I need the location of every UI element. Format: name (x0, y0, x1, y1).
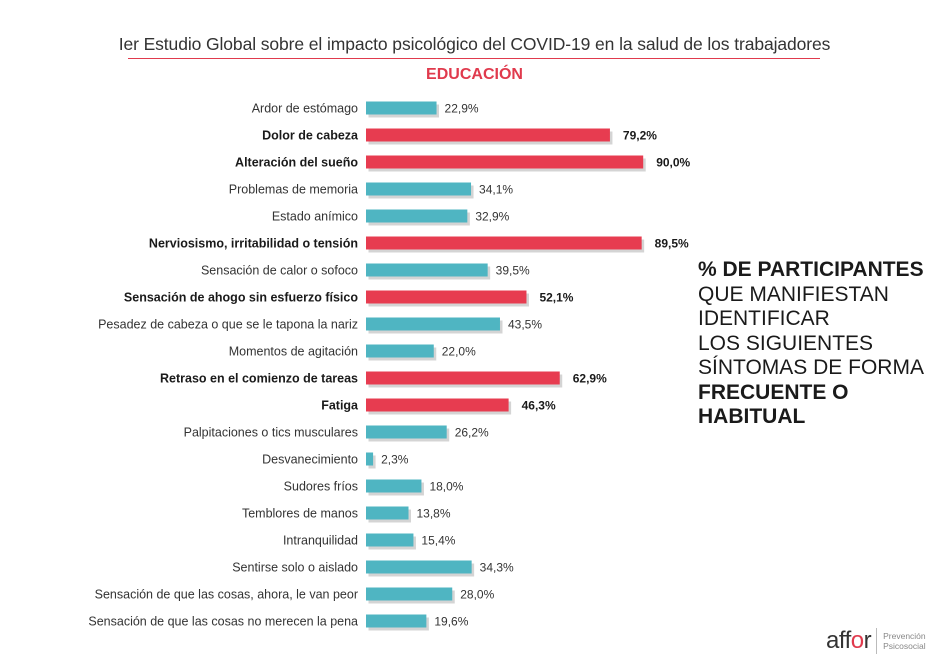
bar-chart: Ardor de estómago 22,9% Dolor de cabeza 79,… (88, 101, 691, 631)
bar-7 (366, 263, 488, 277)
category-label: Problemas de memoria (229, 183, 358, 197)
category-label: Dolor de cabeza (262, 129, 359, 143)
category-label: Intranquilidad (283, 534, 358, 548)
value-label: 90,0% (656, 156, 690, 170)
bar-11 (366, 371, 560, 385)
category-label: Sensación de ahogo sin esfuerzo físico (124, 291, 358, 305)
value-label: 22,0% (442, 345, 476, 359)
side-caption: % DE PARTICIPANTES QUE MANIFIESTAN IDENT… (698, 258, 943, 430)
side-caption-line6: FRECUENTE O (698, 380, 849, 404)
bar-20 (366, 614, 427, 628)
bar-18 (366, 560, 472, 574)
bar-1 (366, 101, 437, 115)
value-label: 13,8% (417, 507, 451, 521)
affor-logo: affor Prevención Psicosocial (826, 626, 926, 656)
value-label: 32,9% (475, 210, 509, 224)
category-label: Sensación de calor o sofoco (201, 264, 358, 278)
category-label: Retraso en el comienzo de tareas (160, 372, 358, 386)
category-label: Sensación de que las cosas, ahora, le va… (95, 588, 358, 602)
value-label: 39,5% (496, 264, 530, 278)
side-caption-line2: QUE MANIFIESTAN (698, 282, 889, 306)
bar-6 (366, 236, 642, 250)
category-label: Pesadez de cabeza o que se le tapona la … (98, 318, 358, 332)
bar-10 (366, 344, 434, 358)
category-label: Fatiga (321, 399, 359, 413)
category-label: Sentirse solo o aislado (232, 561, 358, 575)
logo-separator (876, 628, 878, 654)
category-label: Sensación de que las cosas no merecen la… (88, 615, 358, 629)
category-label: Ardor de estómago (252, 102, 358, 116)
category-label: Sudores fríos (284, 480, 358, 494)
value-label: 15,4% (421, 534, 455, 548)
value-label: 34,3% (480, 561, 514, 575)
category-label: Estado anímico (272, 210, 358, 224)
category-label: Desvanecimiento (262, 453, 358, 467)
bar-14 (366, 452, 374, 466)
side-caption-line4: LOS SIGUIENTES (698, 331, 874, 355)
category-label: Alteración del sueño (235, 156, 358, 170)
bar-19 (366, 587, 453, 601)
side-caption-line1: % DE PARTICIPANTES (698, 258, 924, 281)
chart-title: Ier Estudio Global sobre el impacto psic… (118, 34, 831, 54)
bar-8 (366, 290, 527, 304)
logo-wordmark: affor (826, 627, 872, 654)
bar-5 (366, 209, 468, 223)
bar-2 (366, 128, 610, 142)
bar-4 (366, 182, 472, 196)
value-label: 2,3% (381, 453, 409, 467)
category-label: Momentos de agitación (229, 345, 358, 359)
bar-15 (366, 479, 422, 493)
side-caption-line3: IDENTIFICAR (698, 307, 830, 330)
bar-3 (366, 155, 644, 169)
value-label: 28,0% (460, 588, 494, 602)
bar-17 (366, 533, 414, 547)
value-label: 62,9% (573, 372, 607, 386)
category-label: Temblores de manos (242, 507, 358, 521)
bar-13 (366, 425, 447, 439)
value-label: 19,6% (434, 615, 468, 629)
side-caption-line5: SÍNTOMAS DE FORMA (698, 356, 924, 379)
title-underline (128, 58, 820, 59)
bar-9 (366, 317, 500, 331)
value-label: 43,5% (508, 318, 542, 332)
value-label: 26,2% (455, 426, 489, 440)
value-label: 46,3% (522, 399, 556, 413)
value-label: 79,2% (623, 129, 657, 143)
value-label: 89,5% (655, 237, 689, 251)
category-label: Nerviosismo, irritabilidad o tensión (149, 237, 358, 251)
side-caption-line7: HABITUAL (698, 405, 806, 428)
value-label: 52,1% (539, 291, 573, 305)
category-label: Palpitaciones o tics musculares (184, 426, 358, 440)
value-label: 18,0% (429, 480, 463, 494)
logo-tagline: Prevención Psicosocial (883, 631, 926, 651)
bar-12 (366, 398, 509, 412)
chart-subtitle: EDUCACIÓN (426, 66, 523, 83)
value-label: 34,1% (479, 183, 513, 197)
bar-16 (366, 506, 409, 520)
value-label: 22,9% (445, 102, 479, 116)
